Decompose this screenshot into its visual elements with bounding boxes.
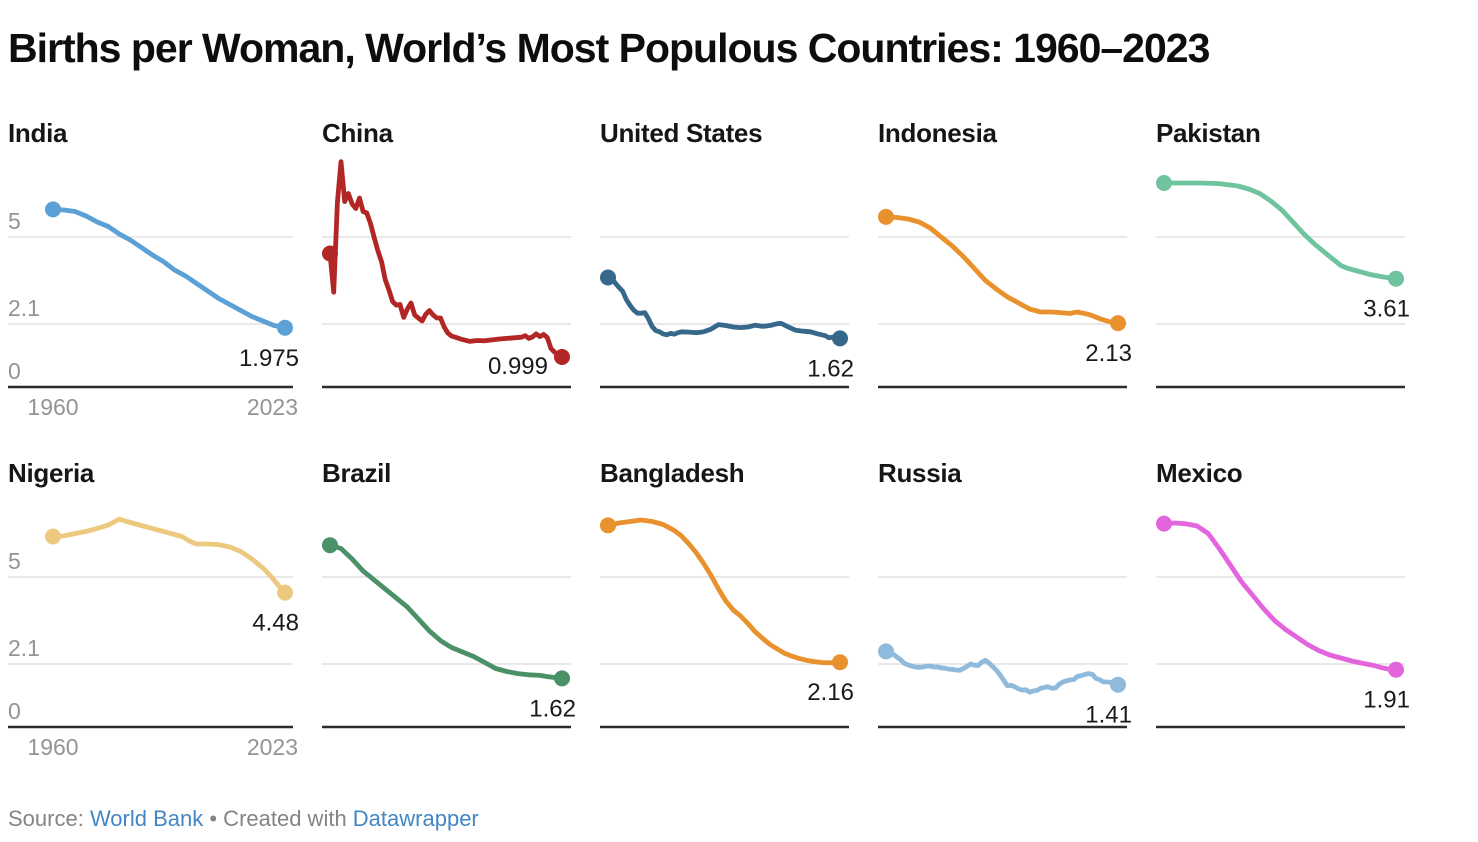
panel-title: China — [322, 118, 393, 148]
panel-title: India — [8, 118, 68, 148]
line-chart: 1.41 — [878, 576, 1132, 729]
panel-title: Russia — [878, 458, 962, 488]
footer-separator: • Created with — [203, 806, 353, 831]
series-line — [883, 214, 1121, 326]
y-tick-label: 0 — [8, 698, 21, 724]
panel-title: Indonesia — [878, 118, 997, 148]
panel-bangladesh: Bangladesh 2.16 — [600, 458, 854, 762]
start-dot — [878, 643, 894, 660]
end-dot — [832, 330, 848, 347]
chart-title: Births per Woman, World’s Most Populous … — [8, 25, 1210, 71]
x-tick-label: 2023 — [247, 734, 298, 760]
tool-link[interactable]: Datawrapper — [352, 806, 479, 831]
series-line — [605, 275, 843, 341]
panel-china: China 0.999 — [322, 118, 571, 422]
start-dot — [600, 517, 616, 534]
start-dot — [878, 208, 894, 225]
panel-title: Mexico — [1156, 458, 1243, 488]
end-dot — [1110, 676, 1126, 693]
panel-nigeria: Nigeria 5 2.1 0 4.48 1960 2023 — [8, 458, 299, 762]
series-line — [605, 517, 843, 666]
end-dot — [1388, 270, 1404, 287]
y-tick-label: 2.1 — [8, 635, 40, 661]
source-link[interactable]: World Bank — [89, 806, 204, 831]
panels-grid: India 5 2.1 0 1.975 1960 2023 China 0.999 United … — [8, 118, 1478, 762]
start-dot — [600, 269, 616, 286]
panel-brazil: Brazil 1.62 — [322, 458, 576, 762]
line-chart: 3.61 — [1156, 175, 1410, 389]
end-value-label: 0.999 — [488, 353, 548, 380]
line-chart: 1.62 — [600, 236, 854, 389]
panel-title: Pakistan — [1156, 118, 1261, 148]
source-prefix: Source: — [8, 806, 90, 831]
line-chart: 5 2.1 0 4.48 1960 2023 — [8, 516, 299, 760]
end-dot — [554, 349, 570, 366]
panel-title: United States — [600, 118, 763, 148]
x-tick-label: 2023 — [247, 394, 298, 420]
end-dot — [1110, 315, 1126, 332]
series-line — [1161, 520, 1399, 673]
start-dot — [322, 245, 338, 262]
line-chart: 0.999 — [322, 159, 571, 389]
panel-title: Brazil — [322, 458, 392, 488]
start-dot — [1156, 175, 1172, 191]
end-value-label: 2.13 — [1085, 340, 1132, 367]
y-tick-label: 5 — [8, 548, 21, 574]
line-chart: 1.91 — [1156, 515, 1410, 729]
end-value-label: 2.16 — [807, 679, 854, 706]
panel-title: Nigeria — [8, 458, 95, 488]
line-chart: 2.13 — [878, 208, 1132, 389]
end-value-label: 1.975 — [239, 345, 299, 372]
end-dot — [277, 584, 293, 601]
y-tick-label: 0 — [8, 358, 21, 384]
start-dot — [45, 528, 61, 545]
series-line — [327, 159, 565, 360]
end-dot — [1388, 661, 1404, 678]
series-line — [883, 649, 1121, 695]
x-tick-label: 1960 — [27, 394, 78, 420]
end-dot — [832, 654, 848, 671]
end-dot — [277, 319, 293, 336]
panel-india: India 5 2.1 0 1.975 1960 2023 — [8, 118, 299, 422]
end-value-label: 1.62 — [807, 355, 854, 382]
series-line — [327, 542, 565, 681]
panel-mexico: Mexico 1.91 — [1156, 458, 1410, 762]
series-line — [1161, 180, 1399, 282]
start-dot — [322, 537, 338, 554]
end-value-label: 1.41 — [1085, 702, 1132, 729]
line-chart: 5 2.1 0 1.975 1960 2023 — [8, 201, 299, 420]
panel-pakistan: Pakistan 3.61 — [1156, 118, 1410, 422]
y-tick-label: 5 — [8, 208, 21, 234]
end-dot — [554, 670, 570, 687]
series-line — [50, 207, 288, 331]
end-value-label: 3.61 — [1363, 296, 1410, 323]
line-chart: 1.62 — [322, 537, 576, 729]
x-tick-label: 1960 — [27, 734, 78, 760]
panel-united-states: United States 1.62 — [600, 118, 854, 422]
footer: Source: World Bank • Created with Datawr… — [8, 806, 1478, 832]
panel-title: Bangladesh — [600, 458, 745, 488]
end-value-label: 1.62 — [529, 695, 576, 722]
start-dot — [1156, 515, 1172, 532]
panel-russia: Russia 1.41 — [878, 458, 1132, 762]
series-line — [50, 516, 288, 595]
start-dot — [45, 201, 61, 218]
y-tick-label: 2.1 — [8, 295, 40, 321]
end-value-label: 1.91 — [1363, 687, 1410, 714]
panel-indonesia: Indonesia 2.13 — [878, 118, 1132, 422]
line-chart: 2.16 — [600, 517, 854, 729]
end-value-label: 4.48 — [252, 610, 299, 637]
